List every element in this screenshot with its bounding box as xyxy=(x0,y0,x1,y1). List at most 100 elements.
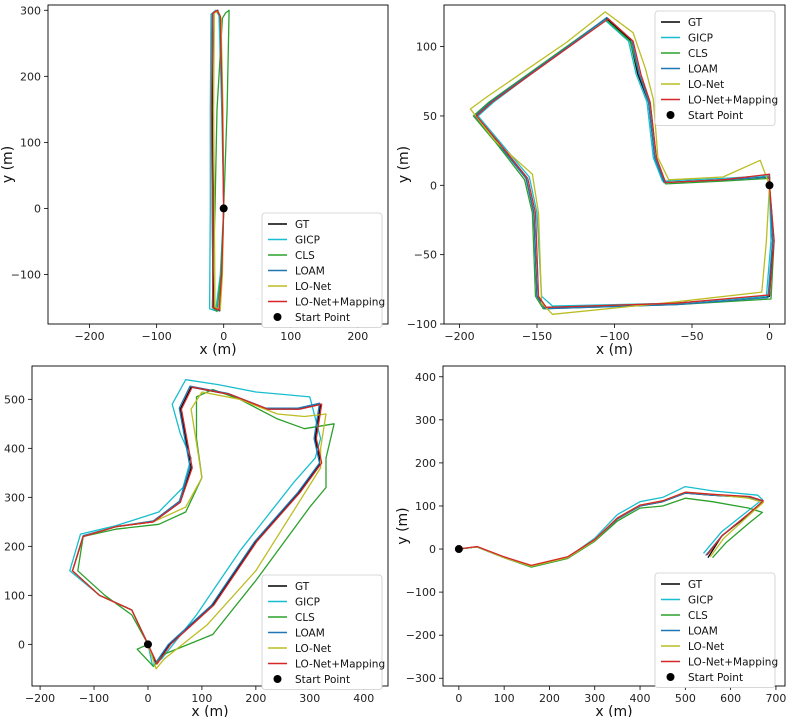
x-tick-label: 300 xyxy=(299,692,320,705)
legend-start-point-marker xyxy=(273,313,282,321)
y-tick-label: 100 xyxy=(20,136,41,149)
plot-frame xyxy=(47,4,389,325)
plot-frame xyxy=(442,365,786,687)
y-tick-label: −200 xyxy=(406,629,436,642)
x-tick-label: 200 xyxy=(347,330,368,343)
legend-box xyxy=(654,572,776,688)
legend-label: LOAM xyxy=(688,626,718,638)
y-tick-label: 100 xyxy=(416,41,437,54)
x-axis-label: x (m) xyxy=(191,704,228,717)
x-tick-label: 200 xyxy=(539,692,560,705)
legend-label: LO-Net xyxy=(295,281,331,293)
series-group xyxy=(208,9,230,313)
legend: GT GICP CLS LOAM LO-Net LO-Net+Mapping Start P… xyxy=(261,212,385,328)
series-group xyxy=(69,379,335,670)
legend-label: GICP xyxy=(295,235,320,247)
legend-label: LOAM xyxy=(688,64,718,76)
x-axis-label: x (m) xyxy=(199,342,236,358)
legend-label: CLS xyxy=(688,610,708,622)
legend-label: LO-Net+Mapping xyxy=(295,659,385,671)
y-tick-label: 500 xyxy=(4,393,25,406)
y-tick-label: 400 xyxy=(4,442,25,455)
y-tick-label: −100 xyxy=(11,268,41,281)
x-tick-label: 400 xyxy=(353,692,374,705)
y-tick-label: 400 xyxy=(415,371,436,384)
x-tick-label: 100 xyxy=(280,330,301,343)
x-tick-label: 500 xyxy=(675,692,696,705)
x-tick-label: 400 xyxy=(630,692,651,705)
y-tick-label: 200 xyxy=(20,70,41,83)
plot-panel-1: −200 −100 0 100 200 −100 0 100 200 300 x (m) y (m) G… xyxy=(0,4,389,358)
x-tick-label: −50 xyxy=(680,330,703,343)
legend-label: LO-Net xyxy=(688,79,724,91)
x-tick-label: −150 xyxy=(522,330,552,343)
y-tick-label: 200 xyxy=(4,540,25,553)
start-point-marker xyxy=(454,545,463,554)
y-tick-label: −100 xyxy=(407,318,437,331)
series-line-gt xyxy=(458,492,764,567)
y-tick-label: 100 xyxy=(415,500,436,513)
x-tick-label: −100 xyxy=(599,330,629,343)
y-tick-label: 0 xyxy=(34,202,41,215)
x-tick-label: 0 xyxy=(144,692,151,705)
x-axis-label: x (m) xyxy=(596,342,633,358)
legend-label: GT xyxy=(688,579,703,591)
y-axis-label: y (m) xyxy=(0,146,16,183)
legend: GT GICP CLS LOAM LO-Net LO-Net+Mapping Start P… xyxy=(654,10,778,126)
legend-label: LO-Net+Mapping xyxy=(688,657,778,669)
series-line-lo-net-mapping xyxy=(475,18,775,309)
legend-label: LOAM xyxy=(295,628,325,640)
x-tick-label: 600 xyxy=(720,692,741,705)
x-tick-label: 700 xyxy=(765,692,786,705)
legend-label: GT xyxy=(295,219,310,231)
series-line-lo-net xyxy=(469,11,771,315)
series-line-lo-net-mapping xyxy=(458,491,764,567)
x-tick-label: 0 xyxy=(220,330,227,343)
series-line-gicp xyxy=(69,379,322,666)
legend-label: GICP xyxy=(688,33,713,45)
y-tick-label: 100 xyxy=(4,589,25,602)
y-axis-label: y (m) xyxy=(396,146,412,183)
legend-label: LO-Net xyxy=(295,643,331,655)
x-tick-label: −200 xyxy=(74,330,104,343)
series-line-gicp xyxy=(208,9,225,312)
legend-label: Start Point xyxy=(688,672,743,684)
plot-panel-3: −200 −100 0 100 200 300 400 0 100 200 300 400 500 x (… xyxy=(4,365,389,717)
legend: GT GICP CLS LOAM LO-Net LO-Net+Mapping Start P… xyxy=(654,572,778,688)
legend-label: Start Point xyxy=(295,312,350,324)
legend-label: Start Point xyxy=(295,674,350,686)
legend-box xyxy=(261,212,383,328)
start-point-marker xyxy=(219,204,228,213)
x-tick-label: 100 xyxy=(494,692,515,705)
series-line-lo-net-mapping xyxy=(71,386,323,665)
series-line-lo-net xyxy=(458,491,764,567)
legend-start-point-marker xyxy=(666,673,675,681)
legend-label: GT xyxy=(688,17,703,29)
x-tick-label: −100 xyxy=(142,330,172,343)
series-group xyxy=(469,11,775,315)
legend-start-point-marker xyxy=(273,675,282,683)
legend-label: CLS xyxy=(688,48,708,60)
y-tick-label: 300 xyxy=(415,414,436,427)
y-tick-label: −50 xyxy=(414,249,437,262)
legend-label: GT xyxy=(295,581,310,593)
legend-label: LO-Net xyxy=(688,641,724,653)
legend-label: CLS xyxy=(295,612,315,624)
legend-label: LO-Net+Mapping xyxy=(688,95,778,107)
y-tick-label: 200 xyxy=(415,457,436,470)
plot-frame xyxy=(31,365,389,687)
y-tick-label: 0 xyxy=(18,638,25,651)
series-line-cls xyxy=(211,9,230,313)
series-line-loam xyxy=(458,492,764,567)
series-group xyxy=(458,485,764,568)
y-tick-label: 0 xyxy=(430,179,437,192)
y-tick-label: −100 xyxy=(406,586,436,599)
x-tick-label: 0 xyxy=(766,330,773,343)
x-tick-label: −100 xyxy=(79,692,109,705)
x-tick-label: 100 xyxy=(191,692,212,705)
plot-panel-4: 0 100 200 300 400 500 600 700 −300 −200 −100 0 100 20… xyxy=(395,365,786,717)
series-line-lo-net-mapping xyxy=(210,9,225,311)
x-tick-label: −200 xyxy=(25,692,55,705)
legend-label: LOAM xyxy=(295,266,325,278)
